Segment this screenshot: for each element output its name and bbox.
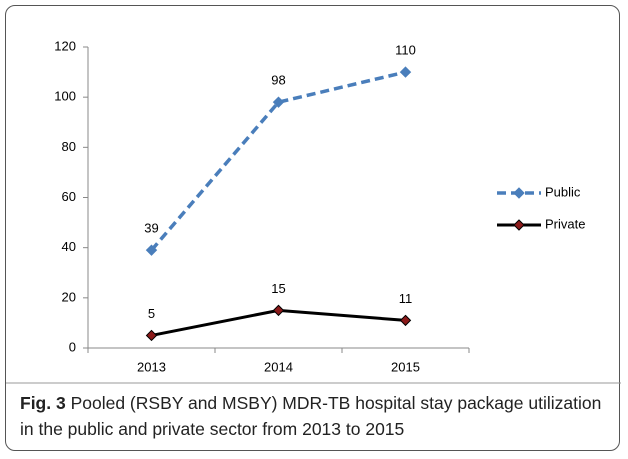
point-marker bbox=[145, 329, 158, 342]
point-marker bbox=[272, 304, 285, 317]
data-label: 11 bbox=[399, 291, 413, 306]
legend-label: Public bbox=[545, 184, 581, 199]
y-tick-label: 20 bbox=[62, 289, 76, 304]
point-marker bbox=[145, 244, 158, 256]
y-tick-label: 0 bbox=[69, 339, 76, 354]
y-tick-label: 60 bbox=[62, 189, 76, 204]
y-tick-label: 40 bbox=[62, 239, 76, 254]
y-tick-label: 100 bbox=[54, 89, 76, 104]
point-marker bbox=[399, 66, 412, 78]
data-label: 39 bbox=[144, 221, 158, 236]
figure-frame bbox=[5, 5, 620, 451]
data-label: 110 bbox=[395, 43, 416, 58]
legend-marker bbox=[513, 219, 525, 231]
x-tick-label: 2015 bbox=[391, 359, 420, 374]
data-label: 5 bbox=[148, 306, 155, 321]
data-label: 98 bbox=[271, 73, 285, 88]
y-tick-label: 80 bbox=[62, 139, 76, 154]
point-marker bbox=[272, 96, 285, 108]
data-label: 15 bbox=[271, 281, 285, 296]
caption-label: Fig. 3 bbox=[20, 393, 66, 413]
point-marker bbox=[399, 314, 412, 327]
x-tick-label: 2014 bbox=[264, 359, 293, 374]
x-tick-label: 2013 bbox=[137, 359, 166, 374]
legend-marker bbox=[513, 187, 525, 199]
caption: Fig. 3 Pooled (RSBY and MSBY) MDR-TB hos… bbox=[20, 390, 615, 442]
legend-label: Private bbox=[545, 216, 585, 231]
series-line bbox=[150, 70, 406, 252]
y-tick-label: 120 bbox=[54, 38, 76, 53]
caption-text: Pooled (RSBY and MSBY) MDR-TB hospital s… bbox=[20, 393, 602, 439]
